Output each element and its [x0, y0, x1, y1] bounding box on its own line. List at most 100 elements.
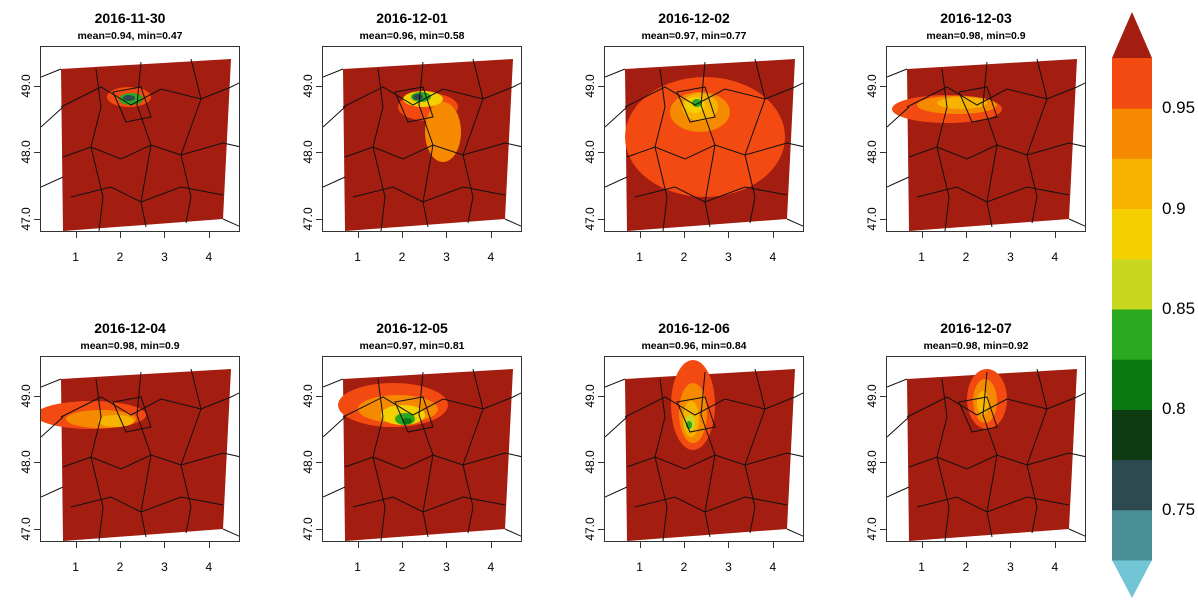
panel-stats-subtitle: mean=0.97, min=0.81 [359, 340, 465, 352]
panel-date-title: 2016-12-03 [940, 10, 1012, 26]
border-line [41, 378, 62, 388]
x-tick-mark [357, 232, 359, 238]
border-line [230, 82, 239, 88]
x-tick-label: 2 [116, 250, 124, 264]
x-tick-label: 1 [72, 250, 79, 264]
border-line [887, 176, 910, 188]
border-line [908, 452, 1070, 470]
map-svg [887, 368, 1085, 541]
border-line [112, 396, 152, 433]
y-tick-label: 48.0 [19, 450, 33, 474]
colorbar-tick-label: 0.9 [1162, 198, 1186, 218]
border-line [504, 452, 521, 458]
border-line [1068, 142, 1085, 148]
colorbar-tick-label: 0.95 [1162, 98, 1196, 118]
border-line [982, 371, 998, 538]
border-line [908, 142, 1070, 160]
border-line [887, 378, 908, 388]
map-panel: 2016-12-05 mean=0.97, min=0.81 1 2 3 4 47.0 48.… [282, 310, 542, 600]
x-tick-mark [357, 542, 359, 548]
x-tick-mark [728, 232, 730, 238]
map-panel: 2016-12-03 mean=0.98, min=0.9 1 2 3 4 47.0 48.0… [846, 0, 1106, 290]
border-line [1026, 58, 1048, 224]
x-tick-mark [1010, 232, 1012, 238]
y-tick-label: 47.0 [19, 207, 33, 231]
border-line [1068, 218, 1085, 227]
x-tick-label: 2 [962, 560, 970, 574]
border-line [372, 68, 386, 231]
border-line [605, 68, 626, 78]
map-panel: 2016-12-04 mean=0.98, min=0.9 1 2 3 4 47.0 48.0… [0, 310, 260, 600]
border-line [676, 86, 716, 123]
map-plot-area [40, 356, 240, 542]
border-line [62, 142, 224, 160]
y-tick-mark [880, 462, 886, 464]
field-region [61, 59, 231, 231]
border-line [41, 486, 64, 498]
y-tick-label: 49.0 [19, 74, 33, 98]
border-line [626, 452, 788, 470]
x-tick-mark [490, 542, 492, 548]
border-line [936, 68, 950, 231]
map-plot-area [604, 356, 804, 542]
y-tick-mark [880, 85, 886, 87]
border-line [906, 396, 1078, 418]
panel-date-title: 2016-12-04 [94, 320, 166, 336]
border-line [1068, 452, 1085, 458]
x-tick-mark [402, 542, 403, 548]
border-line [418, 61, 434, 228]
colorbar-tick-label: 0.8 [1162, 399, 1186, 419]
y-tick-mark [316, 528, 322, 530]
border-line [1068, 528, 1085, 537]
border-line [344, 452, 506, 470]
x-tick-mark [120, 542, 121, 548]
border-line [744, 58, 766, 224]
x-tick-mark [208, 232, 210, 238]
y-tick-mark [34, 395, 40, 397]
border-line [60, 86, 232, 108]
x-tick-label: 4 [205, 250, 213, 264]
x-tick-mark [1054, 232, 1056, 238]
x-tick-mark [120, 232, 121, 238]
x-tick-mark [728, 542, 730, 548]
x-tick-label: 2 [680, 560, 688, 574]
x-tick-label: 4 [1051, 250, 1059, 264]
border-line [676, 396, 716, 433]
panel-date-title: 2016-12-07 [940, 320, 1012, 336]
colorbar-max-arrow [1112, 12, 1152, 58]
x-tick-mark [772, 542, 774, 548]
x-tick-label: 2 [962, 250, 970, 264]
x-tick-label: 3 [1007, 250, 1014, 264]
x-tick-label: 4 [769, 250, 777, 264]
map-svg [605, 58, 803, 231]
y-tick-mark [34, 462, 40, 464]
y-tick-mark [34, 85, 40, 87]
x-tick-mark [402, 232, 403, 238]
panel-stats-subtitle: mean=0.96, min=0.58 [359, 30, 465, 42]
y-tick-mark [598, 395, 604, 397]
border-line [323, 176, 346, 188]
y-tick-mark [316, 462, 322, 464]
x-tick-label: 3 [443, 560, 450, 574]
x-tick-mark [921, 542, 923, 548]
x-tick-mark [208, 542, 210, 548]
border-line [418, 371, 434, 538]
hotspot-region [425, 102, 461, 162]
border-line [504, 528, 521, 537]
x-tick-mark [684, 232, 685, 238]
x-tick-label: 3 [725, 560, 732, 574]
border-line [394, 86, 434, 123]
x-tick-label: 3 [161, 560, 168, 574]
x-tick-label: 4 [205, 560, 213, 574]
border-line [605, 176, 628, 188]
x-tick-mark [966, 542, 967, 548]
border-line [605, 106, 628, 128]
border-line [323, 106, 346, 128]
hotspot-region [402, 418, 412, 424]
border-line [136, 371, 152, 538]
x-tick-label: 1 [918, 250, 925, 264]
border-line [344, 142, 506, 160]
border-line [323, 416, 346, 438]
y-tick-label: 48.0 [583, 140, 597, 164]
border-line [323, 378, 344, 388]
